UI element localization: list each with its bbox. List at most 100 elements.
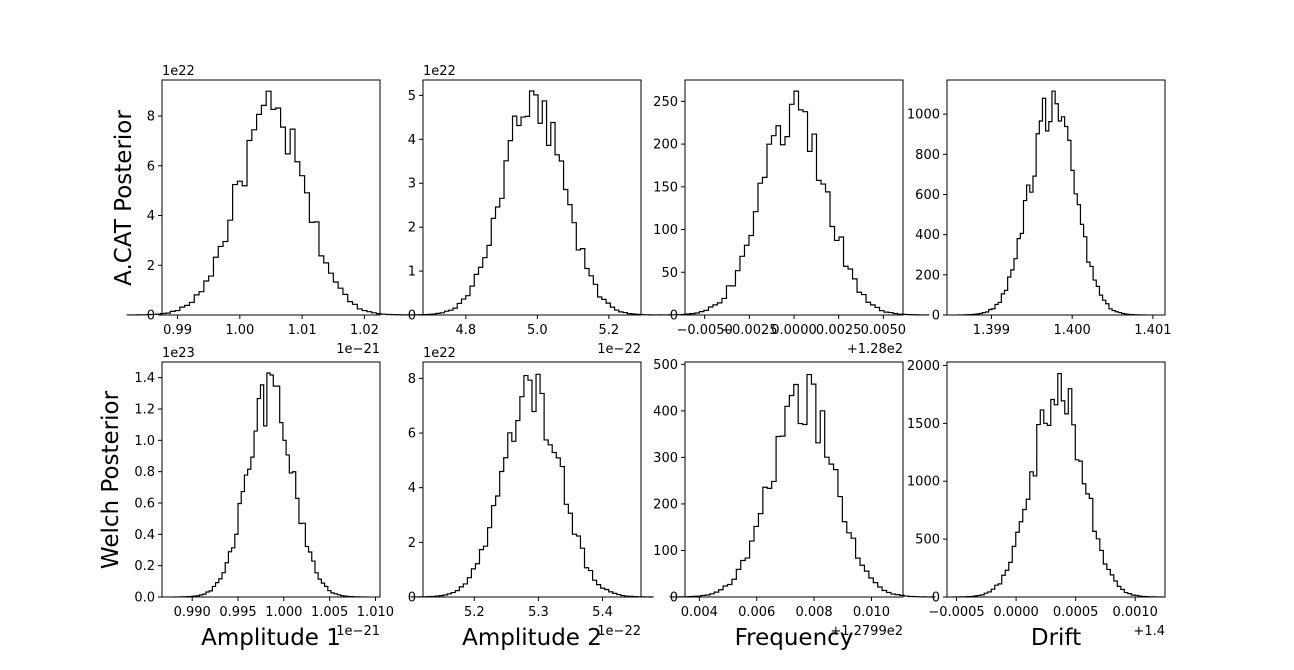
histogram-step [410,373,654,598]
x-tick-label: 1.000 [265,605,302,620]
x-tick-label: 0.0010 [1112,605,1158,620]
y-tick-label: 150 [653,180,678,195]
y-tick-label: 1000 [907,108,940,123]
x-tick-label: 0.0050 [861,323,907,338]
x-tick-label: 0.0000 [771,323,817,338]
y-tick-label: 5 [408,89,416,104]
x-tick-label: 0.010 [853,605,890,620]
x-tick-label: 5.4 [592,605,613,620]
x-tick-label: 5.2 [464,605,485,620]
x-tick-label: 0.995 [219,605,256,620]
y-tick-label: 200 [915,268,940,283]
histogram-step [669,373,936,598]
x-tick-label: 0.008 [795,605,832,620]
histogram-panel-1-3: −0.0005 0.0000 0.0005 0.0010 0 500 1000 1500 200… [907,359,1166,651]
y-tick-label: 500 [653,358,678,373]
x-axis-label: Amplitude 2 [462,625,602,651]
y-tick-label: 4 [147,209,155,224]
histogram-step [126,90,416,316]
axes-frame [946,361,1166,598]
y-tick-label: 3 [408,177,416,192]
row-label-welch: Welch Posterior [98,390,124,569]
x-tick-label: 0.004 [681,605,718,620]
y-tick-label: 2 [147,259,155,274]
x-tick-label: 5.0 [527,323,548,338]
y-tick-label: 8 [408,372,416,387]
histogram-step [658,90,930,316]
x-tick-label: 0.0005 [1053,605,1099,620]
y-tick-label: 0.8 [134,465,155,480]
histogram-step [956,90,1148,316]
row-label-acat: A.CAT Posterior [111,110,137,286]
x-offset-text: 1e−21 [336,624,380,639]
axes-frame [946,79,1166,316]
histogram-panel-1-0: 0.990 0.995 1.000 1.005 1.010 0.0 0.2 0.4 0.6 0.8… [134,346,394,651]
x-tick-label: 4.8 [456,323,477,338]
x-tick-label: 0.0000 [993,605,1039,620]
y-tick-label: 0 [932,591,940,606]
histogram-step [173,372,367,598]
x-offset-text: 1e−22 [597,342,641,357]
y-tick-label: 0 [670,309,678,324]
x-tick-label: 0.99 [163,323,192,338]
histogram-panel-0-0: 0.99 1.00 1.01 1.02 0 2 4 6 8 1e22 1e−21 [126,64,416,357]
y-offset-text: 1e23 [162,346,195,361]
histogram-step [952,372,1164,598]
axes-frame [161,79,381,316]
x-tick-label: 1.010 [357,605,394,620]
y-tick-label: 400 [653,404,678,419]
y-tick-label: 100 [653,544,678,559]
y-tick-label: 0.2 [134,559,155,574]
x-offset-text: +1.4 [1133,624,1165,639]
y-tick-label: 250 [653,95,678,110]
y-tick-label: 300 [653,451,678,466]
x-tick-label: 1.005 [311,605,348,620]
x-tick-label: 1.400 [1054,323,1091,338]
y-tick-label: 0.0 [134,591,155,606]
y-tick-label: 2 [408,221,416,236]
x-tick-label: 1.02 [350,323,379,338]
y-tick-label: 0 [670,591,678,606]
histogram-panel-0-3: 1.399 1.400 1.401 0 200 400 600 800 1000 [907,79,1171,338]
y-tick-label: 1500 [907,417,940,432]
y-tick-label: 800 [915,148,940,163]
y-tick-label: 0 [408,309,416,324]
x-tick-label: 1.01 [288,323,317,338]
x-tick-label: −0.0025 [721,323,777,338]
x-tick-label: −0.0050 [676,323,732,338]
x-axis-label: Frequency [735,625,854,651]
x-tick-label: 5.2 [598,323,619,338]
y-offset-text: 1e22 [423,64,456,79]
y-tick-label: 500 [915,533,940,548]
x-offset-text: +1.2799e2 [830,624,903,639]
y-tick-label: 200 [653,497,678,512]
y-tick-label: 1 [408,265,416,280]
y-offset-text: 1e22 [162,64,195,79]
x-tick-label: −0.0005 [928,605,984,620]
y-tick-label: 1000 [907,475,940,490]
y-tick-label: 200 [653,138,678,153]
axes-frame [422,79,642,316]
x-tick-label: 0.006 [738,605,775,620]
axes-frame [684,361,904,598]
y-tick-label: 8 [147,110,155,125]
histogram-panel-1-2: 0.004 0.006 0.008 0.010 0 100 200 300 400 500 +1.2… [653,358,936,651]
y-tick-label: 0 [932,309,940,324]
histogram-step [405,90,662,316]
y-tick-label: 0.6 [134,497,155,512]
histogram-panel-0-1: 4.8 5.0 5.2 0 1 2 3 4 5 1e22 1e−22 [405,64,662,357]
y-tick-label: 0 [408,591,416,606]
x-tick-label: 0.0025 [816,323,862,338]
axes-frame [422,361,642,598]
y-tick-label: 0.4 [134,528,155,543]
y-tick-label: 600 [915,188,940,203]
x-tick-label: 0.990 [174,605,211,620]
x-tick-label: 5.3 [528,605,549,620]
axes-frame [161,361,381,598]
y-tick-label: 1.4 [134,371,155,386]
x-tick-label: 1.00 [225,323,254,338]
x-tick-label: 1.401 [1134,323,1171,338]
